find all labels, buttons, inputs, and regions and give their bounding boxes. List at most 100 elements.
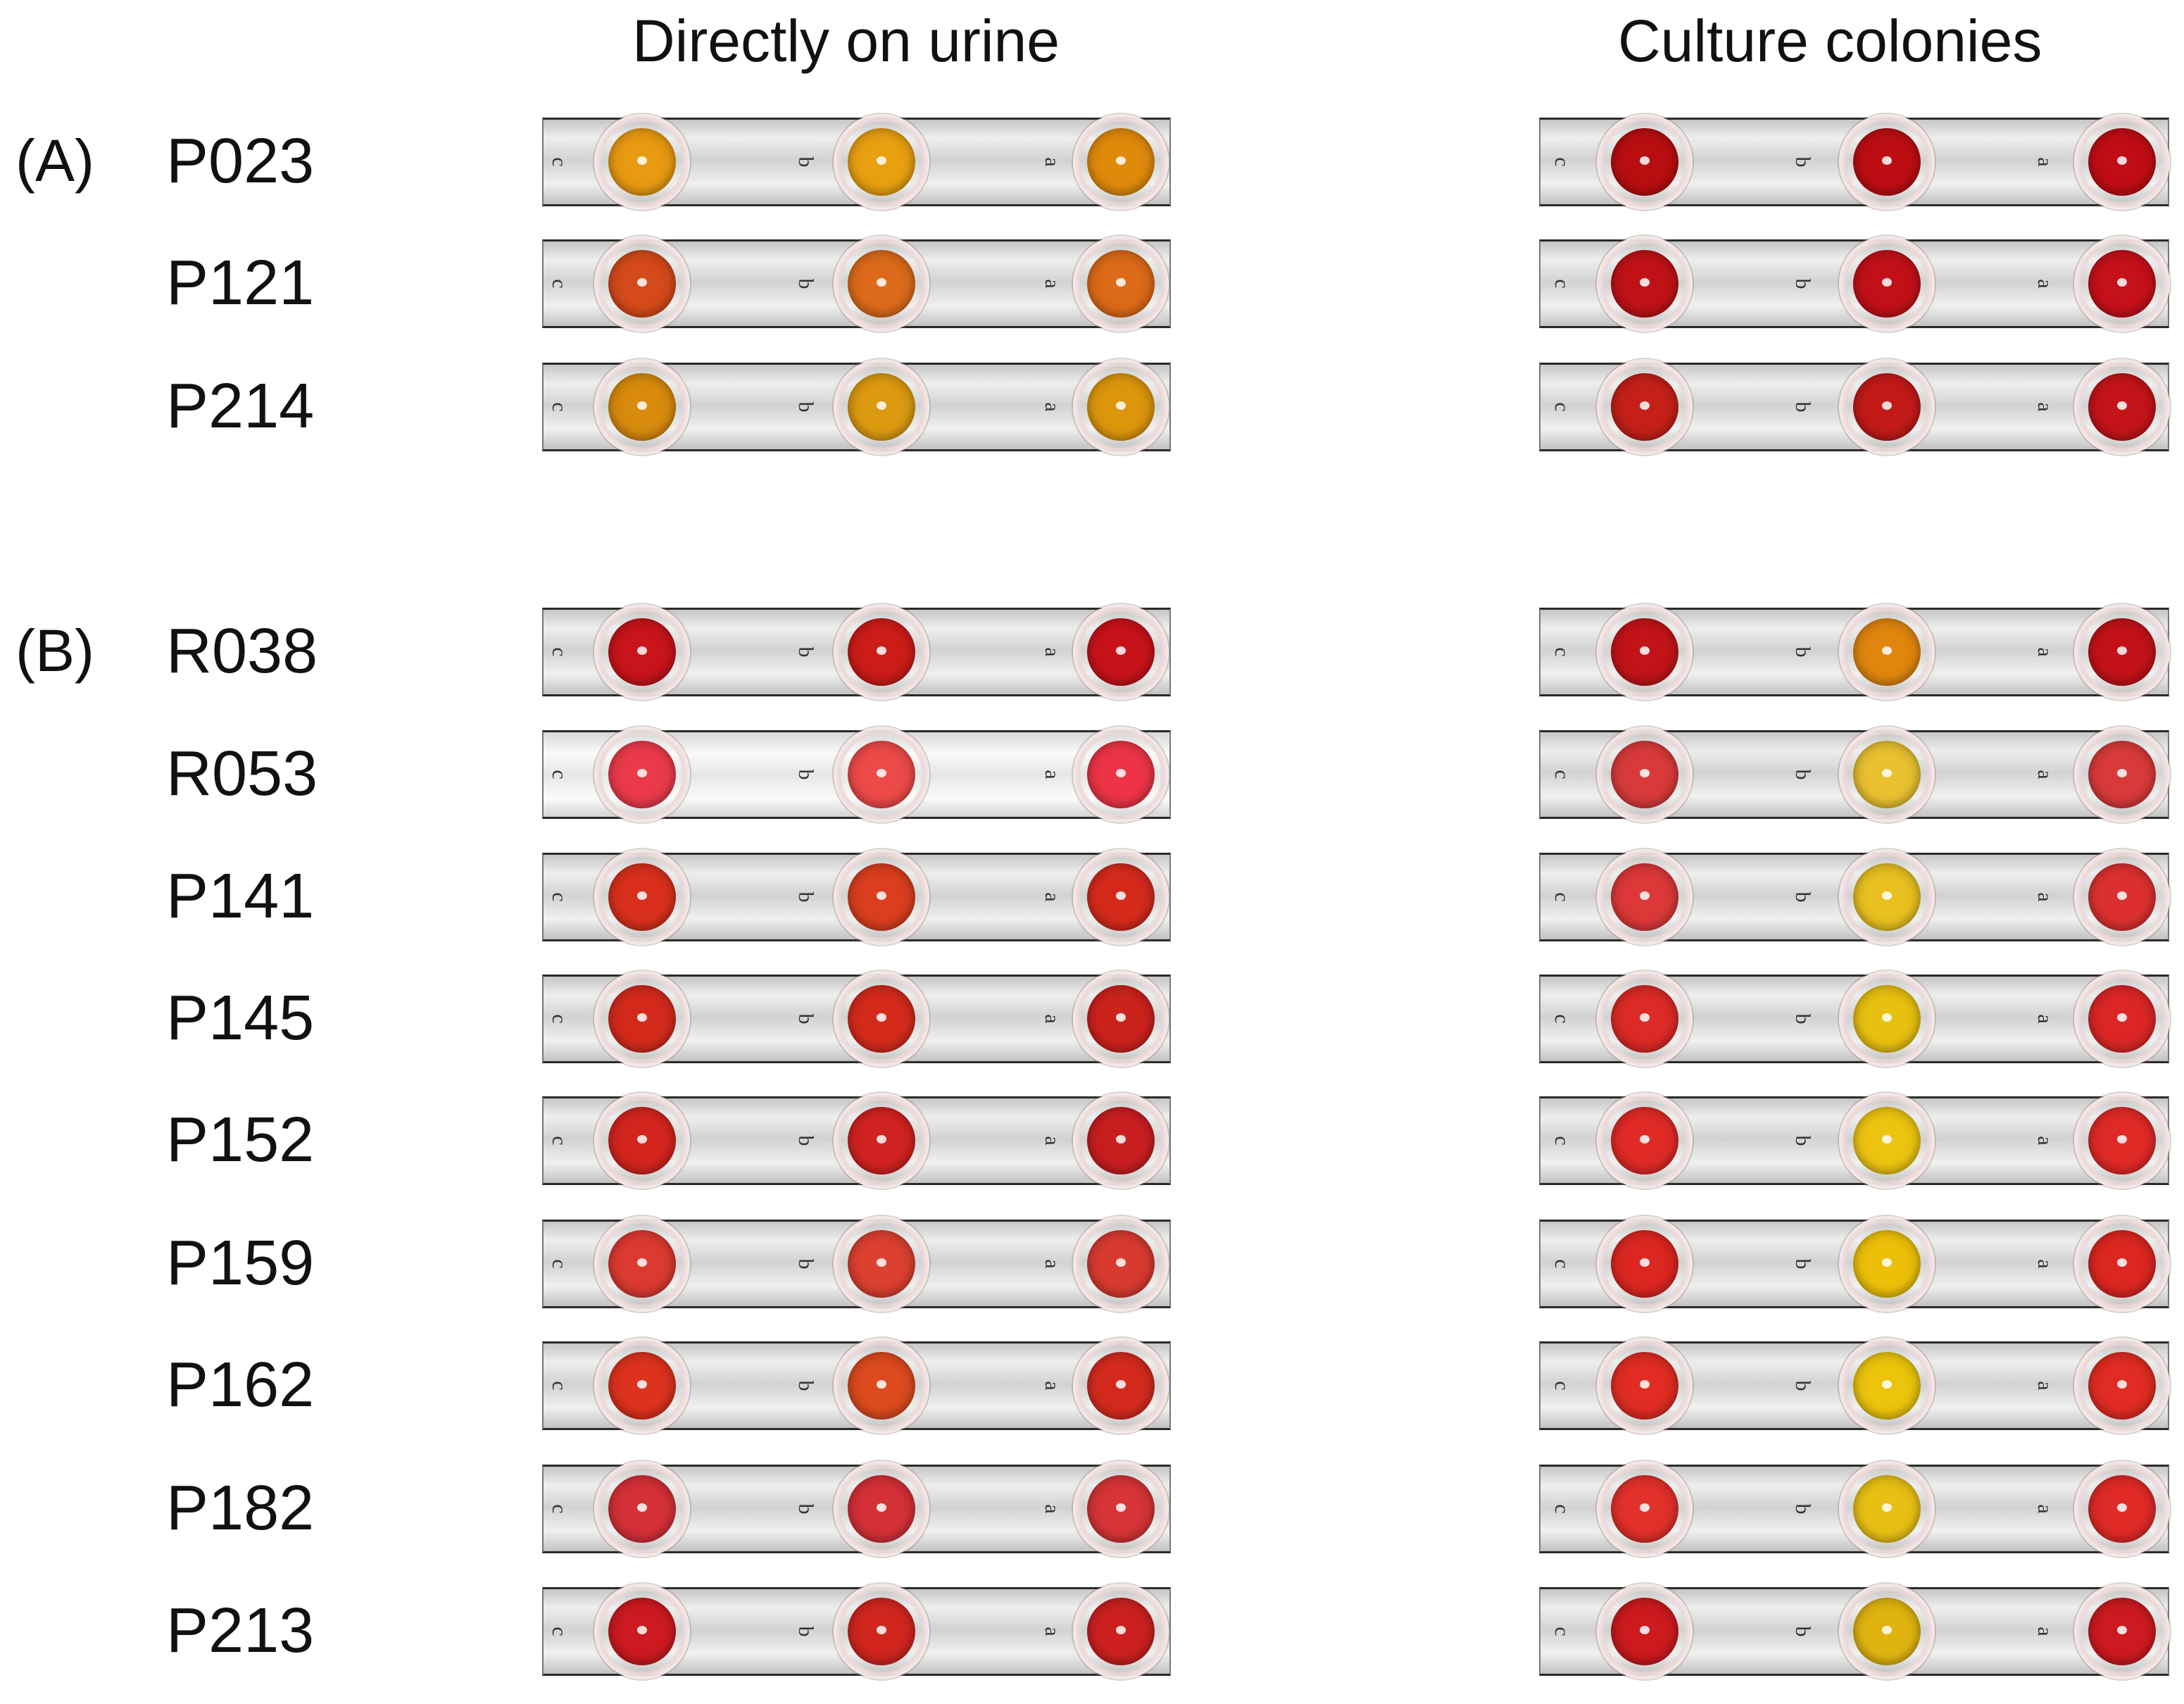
well-highlight	[1640, 156, 1650, 165]
sample-label-r053: R053	[166, 739, 318, 809]
well-b	[834, 849, 929, 945]
well-liquid	[1611, 741, 1678, 808]
well-letter-b: b	[1791, 1380, 1814, 1391]
well-b	[1839, 1584, 1935, 1679]
well-liquid	[2088, 1230, 2156, 1298]
well-liquid	[848, 1352, 915, 1420]
well-letter-b: b	[1791, 1626, 1814, 1637]
well-highlight	[2117, 891, 2127, 900]
well-highlight	[877, 646, 886, 655]
well-c	[594, 971, 690, 1067]
well-letter-b: b	[1791, 1503, 1814, 1515]
well-b	[834, 359, 929, 455]
well-liquid	[2088, 985, 2156, 1053]
well-liquid	[608, 250, 676, 318]
well-highlight	[2117, 1626, 2127, 1634]
well-letter-b: b	[794, 1258, 817, 1270]
well-b	[834, 114, 929, 210]
well-letter-b: b	[1791, 1258, 1814, 1270]
header-directly-on-urine: Directly on urine	[632, 8, 1060, 74]
well-a	[2074, 1216, 2170, 1312]
well-highlight	[1116, 1626, 1126, 1634]
well-highlight	[1882, 401, 1892, 410]
well-liquid	[1087, 863, 1155, 931]
well-c	[594, 114, 690, 210]
well-letter-c: c	[1550, 157, 1574, 167]
well-letter-a: a	[2033, 1381, 2057, 1391]
well-letter-b: b	[1791, 156, 1814, 168]
well-highlight	[2117, 156, 2127, 165]
well-b	[1839, 1216, 1935, 1312]
well-highlight	[877, 1626, 886, 1634]
well-a	[1073, 236, 1169, 332]
well-c	[594, 1461, 690, 1557]
well-liquid	[1853, 741, 1921, 808]
well-highlight	[1640, 401, 1650, 410]
well-letter-c: c	[1550, 1014, 1574, 1024]
well-letter-b: b	[794, 401, 817, 413]
well-c	[594, 1093, 690, 1189]
well-letter-b: b	[1791, 1135, 1814, 1146]
well-liquid	[1611, 1107, 1678, 1174]
well-c	[1597, 849, 1693, 945]
well-letter-a: a	[2033, 770, 2057, 779]
well-highlight	[1882, 1503, 1892, 1512]
well-c	[1597, 359, 1693, 455]
well-liquid	[2088, 863, 2156, 931]
well-liquid	[1853, 863, 1921, 931]
well-letter-b: b	[1791, 769, 1814, 780]
well-highlight	[2117, 278, 2127, 287]
well-letter-a: a	[2033, 279, 2057, 289]
well-a	[2074, 1338, 2170, 1434]
well-highlight	[1882, 156, 1892, 165]
well-liquid	[2088, 1107, 2156, 1174]
well-highlight	[877, 156, 886, 165]
well-highlight	[637, 156, 647, 165]
well-highlight	[637, 1013, 647, 1022]
well-b	[834, 604, 929, 700]
well-b	[834, 1338, 929, 1434]
well-liquid	[1611, 1230, 1678, 1298]
well-letter-c: c	[548, 647, 571, 657]
well-b	[1839, 971, 1935, 1067]
well-liquid	[608, 741, 676, 808]
well-letter-b: b	[1791, 1013, 1814, 1025]
well-a	[1073, 1216, 1169, 1312]
sample-label-p121: P121	[166, 248, 315, 318]
well-highlight	[2117, 646, 2127, 655]
well-liquid	[1853, 128, 1921, 196]
well-highlight	[1116, 156, 1126, 165]
well-highlight	[1116, 1503, 1126, 1512]
well-highlight	[1640, 1135, 1650, 1144]
well-liquid	[1087, 128, 1155, 196]
well-highlight	[637, 1135, 647, 1144]
well-highlight	[1882, 1258, 1892, 1267]
well-highlight	[1116, 891, 1126, 900]
well-liquid	[1853, 1107, 1921, 1174]
well-c	[1597, 604, 1693, 700]
well-b	[1839, 359, 1935, 455]
well-b	[834, 1461, 929, 1557]
well-highlight	[877, 1380, 886, 1389]
well-liquid	[2088, 250, 2156, 318]
well-liquid	[1611, 1598, 1678, 1665]
well-letter-c: c	[1550, 892, 1574, 902]
well-liquid	[848, 1107, 915, 1174]
well-liquid	[1611, 373, 1678, 441]
well-liquid	[1611, 618, 1678, 686]
well-liquid	[2088, 373, 2156, 441]
well-a	[2074, 849, 2170, 945]
well-highlight	[1116, 1135, 1126, 1144]
sample-label-p182: P182	[166, 1473, 315, 1543]
well-a	[1073, 604, 1169, 700]
well-highlight	[2117, 1135, 2127, 1144]
well-letter-c: c	[548, 157, 571, 167]
